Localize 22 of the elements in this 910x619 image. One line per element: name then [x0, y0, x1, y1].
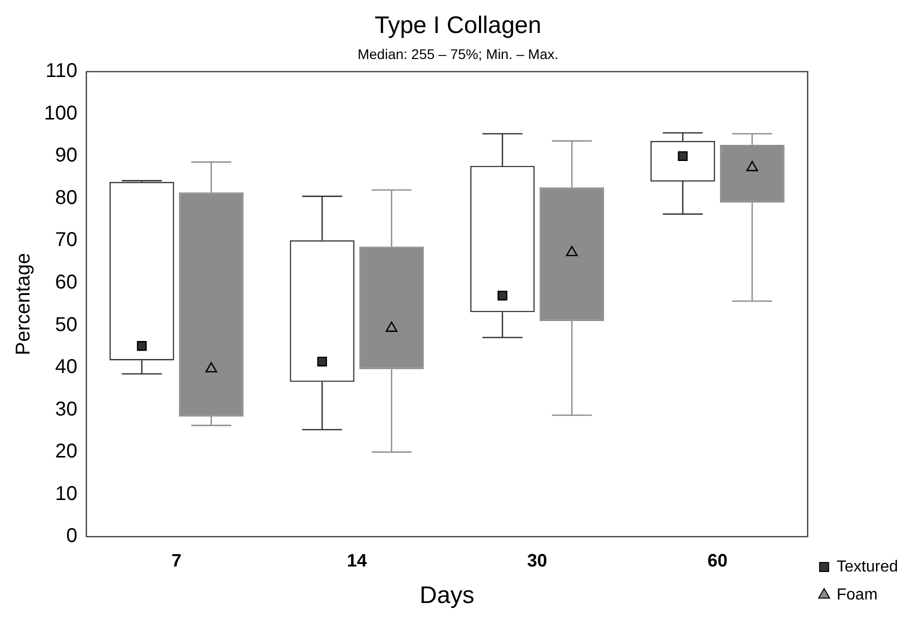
x-tick-label: 14 — [346, 550, 367, 570]
y-tick-label: 10 — [55, 482, 78, 505]
chart-title: Type I Collagen — [374, 12, 542, 40]
chart-subtitle: Median: 255 – 75%; Min. – Max. — [358, 46, 558, 62]
y-tick-label: 50 — [55, 314, 78, 336]
legend-label: Textured — [836, 558, 898, 576]
y-tick-label: 30 — [55, 398, 78, 420]
y-tick-label: 40 — [55, 356, 78, 378]
y-tick-label: 60 — [55, 271, 78, 294]
y-tick-label: 70 — [55, 229, 78, 252]
y-tick-label: 80 — [55, 186, 78, 209]
y-tick-label: 20 — [55, 440, 78, 463]
y-tick-label: 100 — [44, 102, 78, 124]
legend-label: Foam — [836, 586, 878, 604]
y-axis-title: Percentage — [12, 252, 35, 356]
y-tick-label: 110 — [45, 60, 78, 82]
x-tick-label: 30 — [527, 550, 548, 570]
x-axis-title: Days — [420, 582, 474, 610]
x-tick-label: 7 — [172, 550, 182, 570]
y-tick-label: 90 — [55, 144, 78, 167]
x-tick-label: 60 — [707, 550, 728, 570]
y-tick-label: 0 — [66, 525, 78, 548]
